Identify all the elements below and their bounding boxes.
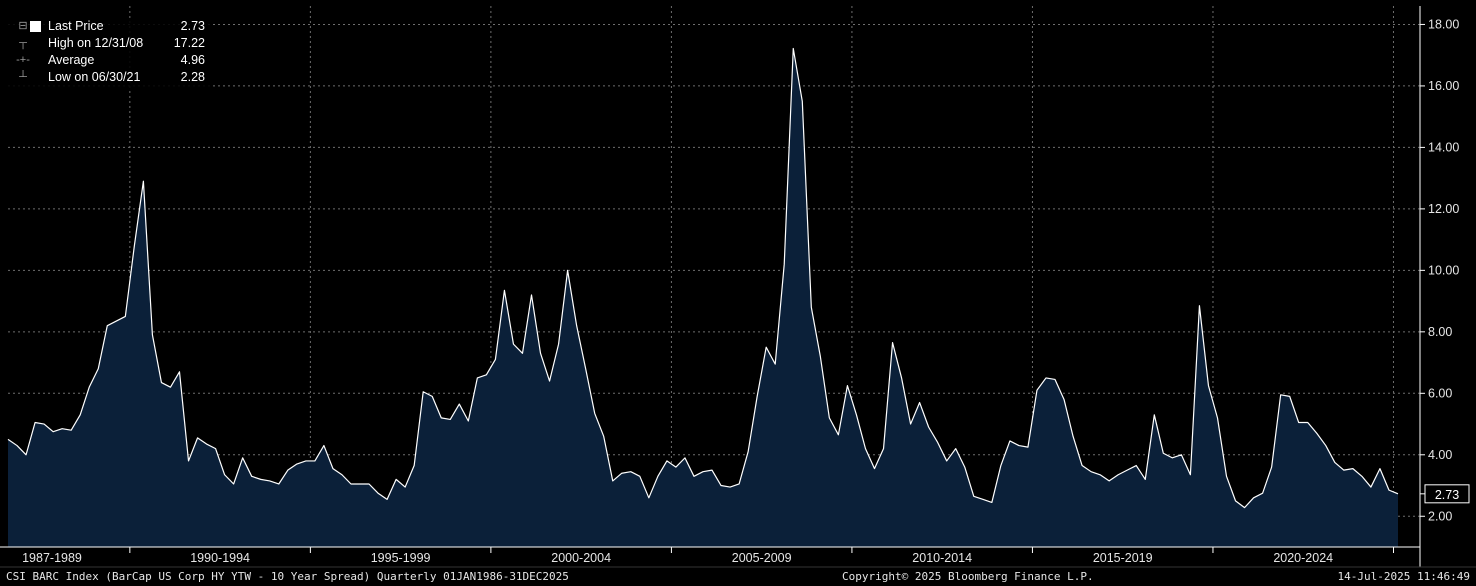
series-swatch (30, 21, 41, 32)
y-tick-label: 16.00 (1428, 79, 1459, 93)
x-tick-label: 1990-1994 (190, 551, 250, 565)
legend: ⊟ Last Price 2.73 ┬ High on 12/31/08 17.… (8, 18, 213, 88)
legend-label: Average (48, 53, 95, 67)
y-tick-label: 12.00 (1428, 202, 1459, 216)
legend-label: Low on 06/30/21 (48, 70, 141, 84)
x-tick-label: 2000-2004 (551, 551, 611, 565)
x-tick-label: 2020-2024 (1273, 551, 1333, 565)
legend-item-low: ┴ Low on 06/30/21 2.28 (8, 69, 213, 86)
y-tick-label: 10.00 (1428, 263, 1459, 277)
series-layer (7, 47, 1399, 548)
x-tick-label: 2010-2014 (912, 551, 972, 565)
legend-item-last-price: ⊟ Last Price 2.73 (8, 18, 213, 35)
last-value-box (1424, 484, 1470, 504)
series-line (7, 47, 1399, 509)
average-marker-icon: -+- (16, 54, 30, 66)
y-tick-label: 14.00 (1428, 140, 1459, 154)
x-tick-label: 1995-1999 (371, 551, 431, 565)
footer: CSI BARC Index (BarCap US Corp HY YTW - … (0, 568, 1476, 586)
footer-description: CSI BARC Index (BarCap US Corp HY YTW - … (6, 570, 569, 583)
last-value-label: 2.73 (1435, 488, 1459, 502)
high-marker-icon: ┬ (19, 37, 27, 49)
y-tick-label: 8.00 (1428, 325, 1452, 339)
axes (0, 6, 1476, 568)
low-marker-icon: ┴ (19, 71, 27, 83)
legend-value: 2.73 (180, 19, 205, 33)
legend-value: 2.28 (180, 70, 205, 84)
y-tick-label: 18.00 (1428, 17, 1459, 31)
collapse-icon[interactable]: ⊟ (18, 20, 28, 32)
legend-item-average: -+- Average 4.96 (8, 52, 213, 69)
footer-copyright: Copyright© 2025 Bloomberg Finance L.P. (842, 570, 1094, 583)
legend-item-high: ┬ High on 12/31/08 17.22 (8, 35, 213, 52)
legend-label: High on 12/31/08 (48, 36, 144, 50)
y-tick-label: 2.00 (1428, 509, 1452, 523)
legend-value: 4.96 (180, 53, 205, 67)
footer-timestamp: 14-Jul-2025 11:46:49 (1337, 570, 1470, 583)
x-tick-label: 2005-2009 (732, 551, 792, 565)
x-tick-label: 1987-1989 (22, 551, 82, 565)
y-tick-label: 6.00 (1428, 386, 1452, 400)
axis-labels: 2.00 4.00 6.00 8.00 10.00 12.00 14.00 16.00 18.0… (22, 17, 1470, 565)
legend-label: Last Price (48, 19, 104, 33)
x-tick-label: 2015-2019 (1093, 551, 1153, 565)
y-tick-label: 4.00 (1428, 448, 1452, 462)
series-area (8, 48, 1398, 548)
legend-value: 17.22 (173, 36, 205, 50)
